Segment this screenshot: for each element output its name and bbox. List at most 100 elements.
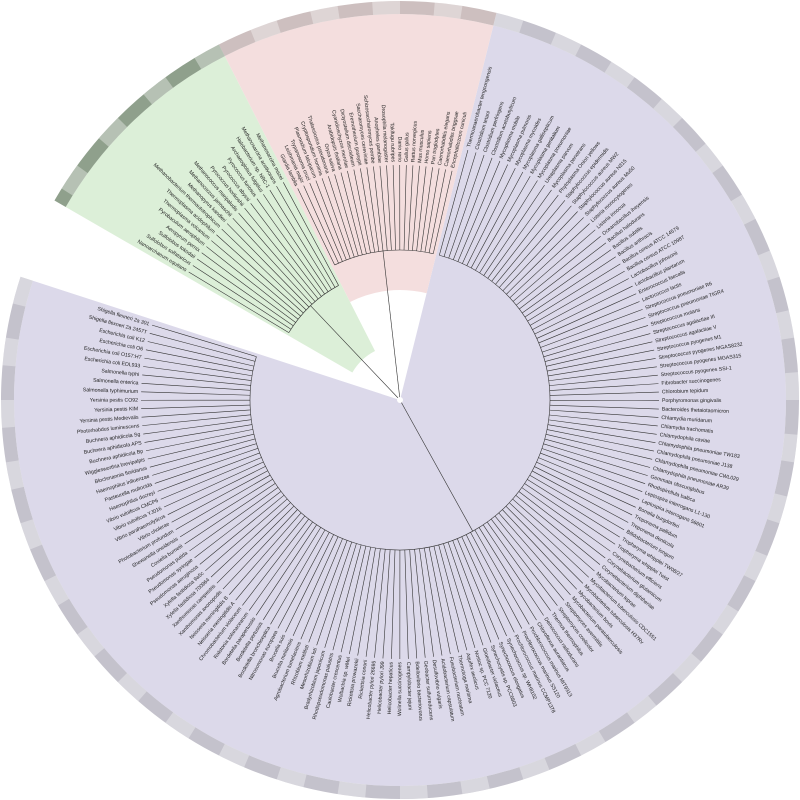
archaea-wedge [65, 56, 376, 373]
leaf-branch [447, 541, 484, 646]
leaf-label: Yersinia pestis KIM [94, 406, 138, 413]
root-branch [399, 399, 473, 532]
ring-segment [604, 61, 635, 88]
leaf-branch [512, 229, 596, 302]
leaf-label: Chlamydia trachomatis [660, 424, 713, 435]
ring-segment [77, 626, 105, 657]
leaf-branch [443, 543, 476, 648]
ring-segment [519, 757, 550, 780]
leaf-label: Helicobacter pylori J99 [377, 661, 386, 714]
leaf-branch [547, 424, 656, 443]
leaf-branch [483, 184, 545, 276]
leaf-branch [527, 479, 620, 538]
ring-segment [785, 372, 799, 400]
ring-segment [493, 12, 524, 33]
leaf-label: Rattus norvegicus [410, 120, 418, 162]
leaf-branch [516, 236, 601, 306]
root-branch [382, 250, 401, 401]
leaf-branch [141, 383, 251, 391]
leaf-label: Chlamydia muridarum [661, 415, 712, 424]
leaf-branch [244, 207, 319, 300]
leaf-branch [328, 176, 355, 258]
leaf-branch [171, 470, 268, 523]
leaf-label: Fibrobacter succinogenes [661, 377, 721, 387]
leaf-branch [221, 228, 307, 311]
leaf-branch [548, 358, 656, 377]
clade-arc [249, 254, 551, 551]
ring-segment [653, 98, 683, 128]
leaf-branch [256, 198, 325, 295]
ring-segment [165, 712, 196, 739]
leaf-branch [340, 546, 367, 653]
leaf-branch [147, 433, 255, 460]
leaf-branch [538, 457, 640, 500]
leaf-branch [374, 549, 386, 658]
leaf-branch [277, 532, 330, 629]
leaf-branch [419, 548, 434, 657]
leaf-branch [521, 487, 611, 552]
ring-segment [5, 460, 24, 490]
leaf-branch [270, 529, 326, 625]
leaf-branch [470, 532, 523, 629]
ring-segment [757, 250, 780, 281]
leaf-branch [340, 172, 363, 255]
leaf-branch [549, 391, 659, 396]
leaf-branch [443, 152, 477, 257]
leaf-branch [216, 505, 295, 584]
leaf-branch [543, 325, 649, 358]
branches [140, 149, 659, 660]
leaf-branch [347, 170, 367, 254]
leaf-label: Helicobacter hepaticus [387, 661, 395, 714]
ring-segment [743, 550, 768, 582]
eukaryota-wedge [224, 14, 494, 302]
leaf-branch [412, 165, 420, 251]
leaf-label: Pan troglodytes [430, 128, 441, 165]
leaf-label: Campylobacter jejuni [405, 662, 413, 711]
leaf-branch [529, 474, 625, 531]
ring-segment [672, 653, 702, 683]
leaf-branch [521, 249, 612, 314]
leaf-label: Takifugu rubripes [389, 123, 396, 163]
ring-segment [98, 117, 128, 147]
leaf-branch [149, 332, 256, 362]
ring-segment [695, 143, 723, 174]
leaf-branch [542, 317, 646, 353]
leaf-branch [536, 293, 637, 339]
leaf-label: Helicobacter pylori 26695 [366, 660, 378, 719]
leaf-label: Anopheles gambiae [372, 117, 382, 163]
leaf-branch [360, 168, 375, 253]
leaf-branch [210, 502, 291, 578]
leaf-branch [536, 461, 636, 508]
leaf-label: Salmonella typhi [101, 368, 139, 378]
leaf-branch [283, 182, 339, 286]
leaf-label: Wolinella succinogenes [397, 662, 403, 717]
leaf-branch [545, 434, 653, 460]
leaf-branch [532, 278, 629, 330]
leaf-branch [474, 529, 530, 625]
leaf-branch [462, 164, 508, 264]
ring-segment [1, 400, 15, 428]
leaf-branch [424, 547, 443, 656]
leaf-branch [349, 547, 371, 655]
ring-segment [276, 767, 307, 788]
leaf-branch [407, 165, 414, 251]
leaf-branch [300, 538, 343, 640]
leaf-branch [324, 543, 357, 648]
leaf-branch [189, 487, 279, 552]
leaf-branch [549, 404, 659, 410]
leaf-branch [285, 534, 334, 633]
ring-segment [776, 310, 795, 340]
ring-segment [372, 1, 400, 15]
leaf-branch [448, 154, 485, 259]
leaf-branch [414, 549, 426, 658]
leaf-branch [499, 205, 572, 288]
leaf-branch [167, 466, 266, 515]
leaf-branch [457, 160, 501, 262]
leaf-label: Gallus gallus [404, 132, 411, 162]
leaf-branch [164, 461, 264, 508]
ring-segment [310, 5, 340, 24]
leaf-branch [315, 180, 347, 261]
ring-segment [218, 743, 250, 768]
leaf-branch [205, 498, 288, 572]
